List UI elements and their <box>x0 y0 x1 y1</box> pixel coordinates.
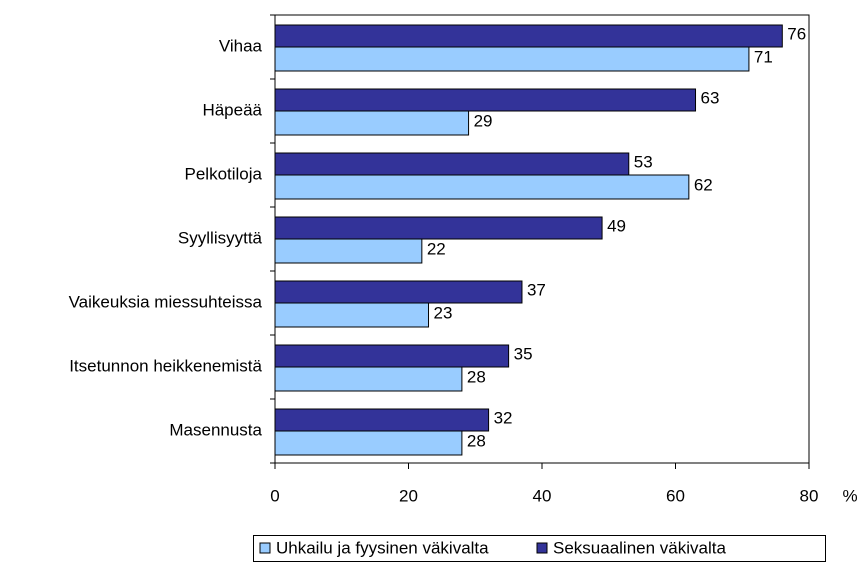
x-tick-label: 20 <box>399 486 418 505</box>
x-tick-label: 40 <box>533 486 552 505</box>
legend-swatch <box>536 542 548 554</box>
y-tick-label: Syyllisyyttä <box>178 228 263 247</box>
legend-label: Uhkailu ja fyysinen väkivalta <box>276 538 489 557</box>
data-label: 29 <box>474 111 493 130</box>
bar <box>274 216 603 240</box>
data-label: 28 <box>467 431 486 450</box>
data-label: 62 <box>694 175 713 194</box>
y-tick-label: Pelkotiloja <box>185 164 263 183</box>
data-label: 63 <box>701 88 720 107</box>
data-label: 35 <box>514 344 533 363</box>
data-label: 53 <box>634 152 653 171</box>
legend-swatch <box>259 542 271 554</box>
data-label: 22 <box>427 239 446 258</box>
data-label: 49 <box>607 216 626 235</box>
bar <box>274 280 523 304</box>
bar <box>274 110 470 136</box>
x-tick-label: 60 <box>666 486 685 505</box>
legend-label: Seksuaalinen väkivalta <box>553 538 726 557</box>
bar <box>274 174 690 200</box>
bar <box>274 344 510 368</box>
y-tick-label: Häpeää <box>202 100 262 119</box>
data-label: 28 <box>467 367 486 386</box>
y-tick-label: Vihaa <box>219 36 263 55</box>
data-label: 71 <box>754 47 773 66</box>
data-label: 23 <box>434 303 453 322</box>
legend: Uhkailu ja fyysinen väkivalta Seksuaaline… <box>253 535 826 562</box>
x-axis-label: % <box>842 486 857 505</box>
bar <box>274 46 750 72</box>
y-tick-label: Vaikeuksia miessuhteissa <box>69 292 263 311</box>
x-tick-label: 0 <box>270 486 279 505</box>
y-tick-label: Itsetunnon heikkenemistä <box>69 356 262 375</box>
data-label: 32 <box>494 408 513 427</box>
bar <box>274 302 430 328</box>
data-label: 76 <box>787 24 806 43</box>
bar <box>274 152 630 176</box>
bar <box>274 408 490 432</box>
bar <box>274 366 463 392</box>
bar <box>274 238 423 264</box>
y-tick-label: Masennusta <box>169 420 262 439</box>
bar <box>274 430 463 456</box>
bar <box>274 88 697 112</box>
bar <box>274 24 783 48</box>
x-tick-label: 80 <box>800 486 819 505</box>
data-label: 37 <box>527 280 546 299</box>
